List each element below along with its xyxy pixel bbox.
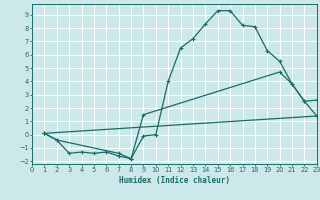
X-axis label: Humidex (Indice chaleur): Humidex (Indice chaleur) — [119, 176, 230, 185]
